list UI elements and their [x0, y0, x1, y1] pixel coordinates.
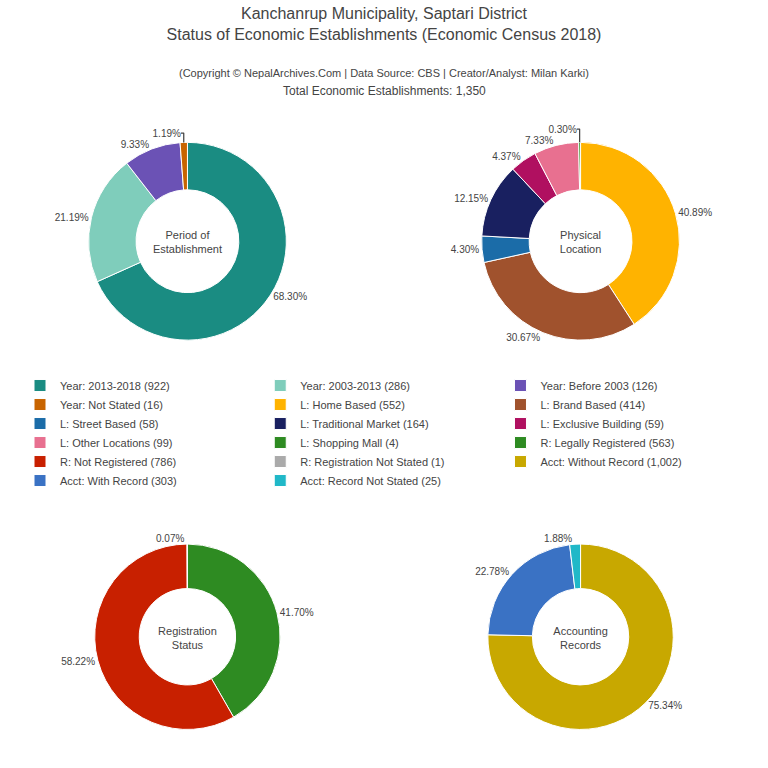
- svg-text:4.37%: 4.37%: [492, 151, 520, 162]
- svg-text:12.15%: 12.15%: [454, 193, 488, 204]
- svg-text:RegistrationStatus: RegistrationStatus: [158, 625, 217, 651]
- svg-text:Year: 2013-2018 (922): Year: 2013-2018 (922): [60, 380, 170, 392]
- svg-text:0.30%: 0.30%: [548, 124, 576, 135]
- svg-text:Acct: Record Not Stated (25): Acct: Record Not Stated (25): [300, 475, 441, 487]
- svg-text:Total Economic Establishments:: Total Economic Establishments: 1,350: [283, 84, 486, 98]
- svg-text:Year: 2003-2013 (286): Year: 2003-2013 (286): [300, 380, 410, 392]
- svg-text:41.70%: 41.70%: [280, 607, 314, 618]
- svg-text:40.89%: 40.89%: [678, 207, 712, 218]
- svg-text:Year: Not Stated (16): Year: Not Stated (16): [60, 399, 163, 411]
- svg-text:75.34%: 75.34%: [648, 700, 682, 711]
- svg-text:Year: Before 2003 (126): Year: Before 2003 (126): [540, 380, 657, 392]
- svg-text:L: Brand Based (414): L: Brand Based (414): [540, 399, 645, 411]
- svg-text:68.30%: 68.30%: [273, 291, 307, 302]
- svg-text:1.88%: 1.88%: [544, 533, 572, 544]
- svg-text:4.30%: 4.30%: [451, 244, 479, 255]
- svg-text:L: Street Based (58): L: Street Based (58): [60, 418, 158, 430]
- svg-text:AccountingRecords: AccountingRecords: [553, 625, 607, 651]
- svg-text:Period ofEstablishment: Period ofEstablishment: [153, 229, 222, 255]
- svg-text:L: Traditional Market (164): L: Traditional Market (164): [300, 418, 428, 430]
- svg-text:R: Legally Registered (563): R: Legally Registered (563): [540, 437, 674, 449]
- svg-text:(Copyright © NepalArchives.Com: (Copyright © NepalArchives.Com | Data So…: [179, 67, 589, 79]
- svg-text:R: Registration Not Stated (1): R: Registration Not Stated (1): [300, 456, 444, 468]
- svg-text:0.07%: 0.07%: [156, 533, 184, 544]
- svg-text:9.33%: 9.33%: [121, 139, 149, 150]
- svg-text:1.19%: 1.19%: [153, 128, 181, 139]
- svg-text:21.19%: 21.19%: [55, 212, 89, 223]
- svg-text:L: Other Locations (99): L: Other Locations (99): [60, 437, 173, 449]
- svg-text:7.33%: 7.33%: [525, 135, 553, 146]
- svg-text:Kanchanrup Municipality, Sapta: Kanchanrup Municipality, Saptari Distric…: [167, 5, 602, 43]
- svg-text:30.67%: 30.67%: [506, 332, 540, 343]
- svg-text:L: Exclusive Building (59): L: Exclusive Building (59): [540, 418, 664, 430]
- svg-text:58.22%: 58.22%: [61, 656, 95, 667]
- svg-text:L: Shopping Mall (4): L: Shopping Mall (4): [300, 437, 398, 449]
- svg-text:22.78%: 22.78%: [475, 566, 509, 577]
- svg-text:R: Not Registered (786): R: Not Registered (786): [60, 456, 176, 468]
- svg-text:L: Home Based (552): L: Home Based (552): [300, 399, 405, 411]
- svg-text:PhysicalLocation: PhysicalLocation: [560, 229, 602, 255]
- svg-text:Acct: With Record (303): Acct: With Record (303): [60, 475, 177, 487]
- svg-text:Acct: Without Record (1,002): Acct: Without Record (1,002): [540, 456, 681, 468]
